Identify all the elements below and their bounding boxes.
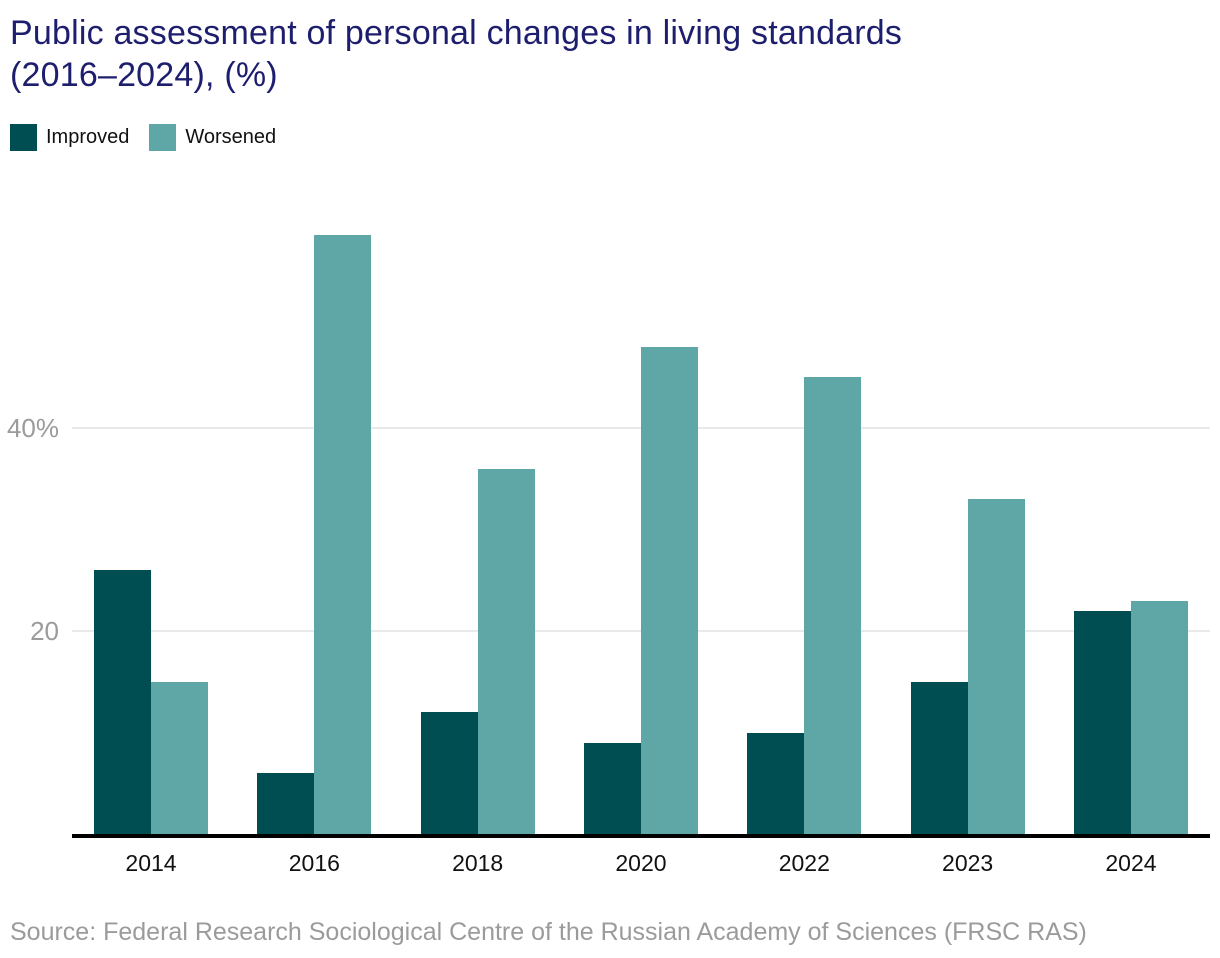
legend: Improved Worsened bbox=[10, 124, 276, 151]
chart-title-line2: (2016–2024), (%) bbox=[10, 56, 278, 94]
bar-improved-2022 bbox=[747, 732, 805, 834]
legend-swatch-worsened bbox=[149, 124, 177, 151]
bar-improved-2014 bbox=[94, 570, 151, 834]
x-axis-label-2014: 2014 bbox=[125, 850, 177, 876]
bar-improved-2020 bbox=[583, 742, 641, 834]
x-axis-label-2024: 2024 bbox=[1105, 850, 1157, 876]
y-tick-label-40: 40% bbox=[6, 413, 59, 443]
legend-label-improved: Improved bbox=[46, 126, 130, 148]
chart-title: Public assessment of personal changes in… bbox=[10, 12, 902, 96]
bar-worsened-2022 bbox=[804, 377, 862, 834]
bar-group-2016: 2016 bbox=[257, 225, 372, 876]
bar-group-2022: 2022 bbox=[747, 225, 862, 876]
bar-improved-2024 bbox=[1073, 610, 1131, 834]
legend-item-improved: Improved bbox=[10, 124, 129, 151]
legend-swatch-improved bbox=[10, 124, 37, 151]
bar-worsened-2023 bbox=[967, 499, 1025, 834]
x-axis-label-2016: 2016 bbox=[288, 850, 340, 876]
legend-item-worsened: Worsened bbox=[149, 124, 276, 151]
bar-worsened-2014 bbox=[151, 681, 208, 834]
bar-worsened-2020 bbox=[640, 346, 698, 834]
bar-group-2014: 2014 bbox=[94, 225, 208, 876]
bar-group-2018: 2018 bbox=[420, 225, 535, 876]
bar-worsened-2018 bbox=[477, 468, 535, 834]
source-text: Source: Federal Research Sociological Ce… bbox=[10, 918, 1087, 946]
x-axis-label-2023: 2023 bbox=[942, 850, 994, 876]
x-axis-label-2018: 2018 bbox=[452, 850, 504, 876]
bar-group-2023: 2023 bbox=[910, 225, 1025, 876]
x-axis-label-2022: 2022 bbox=[778, 850, 830, 876]
bar-improved-2023 bbox=[910, 681, 968, 834]
bar-worsened-2016 bbox=[314, 235, 372, 834]
bar-groups: 2014 2016 2018 2020 2022 2023 2024 bbox=[72, 225, 1210, 876]
bar-improved-2016 bbox=[257, 773, 315, 834]
x-axis-line bbox=[72, 834, 1210, 838]
x-axis-label-2020: 2020 bbox=[615, 850, 667, 876]
bar-group-2020: 2020 bbox=[583, 225, 698, 876]
bar-improved-2018 bbox=[420, 712, 478, 834]
y-tick-label-20: 20 bbox=[30, 616, 59, 646]
bar-worsened-2024 bbox=[1130, 600, 1188, 834]
legend-label-worsened: Worsened bbox=[185, 126, 277, 148]
chart-title-line1: Public assessment of personal changes in… bbox=[10, 14, 903, 52]
bar-group-2024: 2024 bbox=[1073, 225, 1188, 876]
plot-area: 2014 2016 2018 2020 2022 2023 2024 bbox=[72, 225, 1210, 876]
